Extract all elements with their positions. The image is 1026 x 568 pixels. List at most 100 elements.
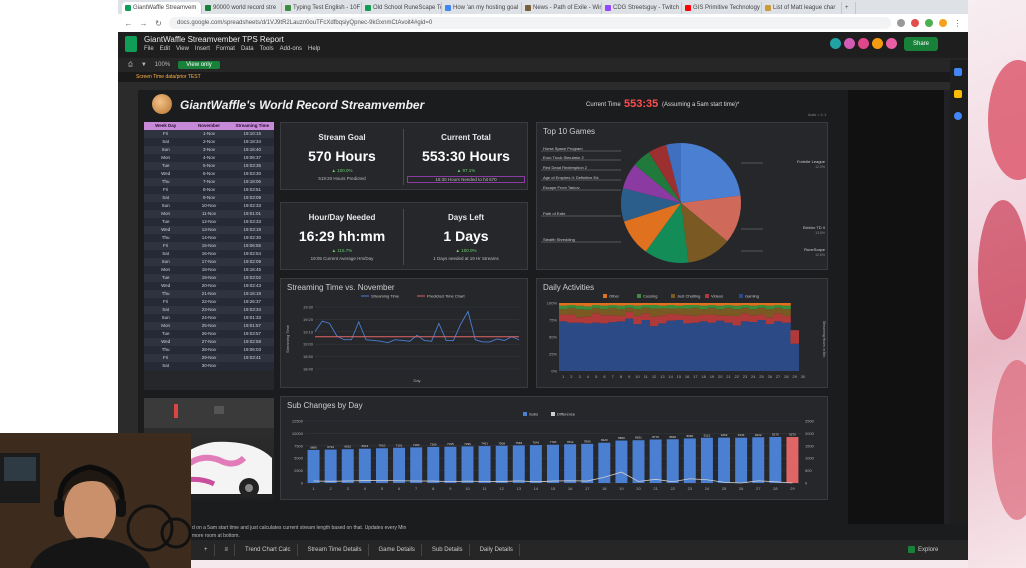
all-sheets-icon[interactable]: ≡ <box>219 544 236 556</box>
bar <box>581 443 594 483</box>
browser-tab[interactable]: How 'an my hosting goal <box>442 2 522 14</box>
sheet-tab[interactable]: Sub Details <box>426 544 470 556</box>
browser-tab[interactable]: GIS Primitive Technology <box>682 2 762 14</box>
bar <box>786 437 799 483</box>
pie-label-value: 12.6% <box>815 253 825 257</box>
filter-icon[interactable]: ▼ <box>140 62 147 68</box>
sheet-tabs: + ≡ Trend Chart Calc Stream Time Details Gam… <box>118 540 968 560</box>
print-icon[interactable]: ⎙ <box>128 61 133 68</box>
schedule-row: Wed 27-Nov 19:02:58 <box>144 338 274 346</box>
note-line-1: d on a 5am start time and just calculate… <box>192 525 407 531</box>
browser-tab-label: GIS Primitive Technology <box>693 5 760 11</box>
keep-icon[interactable] <box>954 90 962 98</box>
browser-tab[interactable]: Old School RuneScape To <box>362 2 442 14</box>
stream-goal-label: Stream Goal <box>318 133 366 142</box>
menu-item-data[interactable]: Data <box>240 46 254 52</box>
schedule-cell: 19:03:02 <box>243 275 262 280</box>
reload-icon[interactable]: ↻ <box>155 18 162 28</box>
line-chart-ytick: 18:50 <box>303 354 314 359</box>
sheets-logo-icon[interactable] <box>125 36 137 52</box>
area-chart-ytick: 25% <box>549 352 557 357</box>
area-segment <box>757 320 766 371</box>
explore-button[interactable]: Explore <box>908 546 938 553</box>
browser-tab[interactable]: News - Path of Exile - Win <box>522 2 602 14</box>
extension-icon[interactable] <box>911 19 919 27</box>
new-tab-button[interactable]: + <box>842 2 856 14</box>
area-segment <box>658 323 667 371</box>
bar-data-label: 7593 <box>515 441 522 445</box>
schedule-column-header: Streaming Time <box>235 123 270 128</box>
menu-item-tools[interactable]: Tools <box>259 46 274 52</box>
browser-tab[interactable]: 90000 world record stre <box>202 2 282 14</box>
url-input[interactable]: docs.google.com/spreadsheets/d/1VJ9tR2La… <box>169 17 891 29</box>
schedule-row: Fri 15-Nov 19:06:55 <box>144 242 274 250</box>
sheet-tab[interactable]: Daily Details <box>474 544 520 556</box>
view-only-button[interactable]: View only <box>178 61 220 69</box>
schedule-cell: 23-Nov <box>201 307 217 312</box>
collaborator-avatar[interactable] <box>872 38 883 49</box>
daily-activities-card: Daily Activities 100% 75% 50% 25% 0% 1 2 3 4 5 6 7 8… <box>536 278 828 388</box>
menu-item-file[interactable]: File <box>144 46 154 52</box>
formula-bar[interactable]: Screen Time data/prior TEST <box>118 72 968 82</box>
extension-icon[interactable] <box>897 19 905 27</box>
bar-data-label: 7812 <box>567 440 574 444</box>
browser-tab[interactable]: List of Matt league char <box>762 2 842 14</box>
pie-label: Red Dead Redemption 2 <box>543 165 588 170</box>
browser-tab[interactable]: CDG Streetsguy - Twitch <box>602 2 682 14</box>
schedule-cell: 4-Nov <box>202 155 215 160</box>
bar <box>478 446 491 483</box>
area-chart-xtick: 16 <box>685 374 690 379</box>
area-segment <box>600 305 609 310</box>
area-segment <box>782 303 791 306</box>
calendar-icon[interactable] <box>954 68 962 76</box>
menu-item-addons[interactable]: Add-ons <box>279 46 303 52</box>
browser-tab-label: How 'an my hosting goal <box>453 5 519 11</box>
bar-data-label: 7010 <box>379 444 386 448</box>
browser-menu-icon[interactable]: ⋮ <box>953 18 962 28</box>
line-chart-ytick: 19:20 <box>303 317 314 322</box>
area-segment <box>641 303 651 306</box>
area-segment <box>790 330 800 344</box>
collaborator-avatar[interactable] <box>858 38 869 49</box>
area-segment <box>716 303 725 306</box>
collaborator-avatar[interactable] <box>830 38 841 49</box>
stream-goal-sub: 519:20 Hours Predicted <box>318 176 366 181</box>
add-sheet-icon[interactable]: + <box>198 544 215 556</box>
collaborator-avatar[interactable] <box>844 38 855 49</box>
back-icon[interactable]: ← <box>124 18 133 28</box>
menu-item-edit[interactable]: Edit <box>159 46 171 52</box>
menu-item-format[interactable]: Format <box>215 46 235 52</box>
bar-chart-ytick-right: 2500 <box>805 419 815 424</box>
forward-icon[interactable]: → <box>139 18 148 28</box>
schedule-cell: 7-Nov <box>202 179 215 184</box>
tasks-icon[interactable] <box>954 112 962 120</box>
zoom-select[interactable]: 100% <box>154 62 171 68</box>
schedule-header: Week Day November Streaming Time <box>144 122 274 130</box>
line-chart-ytick: 18:40 <box>303 367 314 372</box>
share-button[interactable]: Share <box>904 37 938 51</box>
menu-item-help[interactable]: Help <box>308 46 321 52</box>
hour-day-value: 16:29 hh:mm <box>298 228 386 244</box>
document-title[interactable]: GiantWaffle Streamvember TPS Report <box>144 35 284 44</box>
collaborator-avatar[interactable] <box>886 38 897 49</box>
browser-tab[interactable]: Typing Test English - 10F <box>282 2 362 14</box>
bar <box>495 445 508 483</box>
sheet-tab[interactable]: Stream Time Details <box>302 544 369 556</box>
menu-item-view[interactable]: View <box>176 46 189 52</box>
area-segment <box>699 321 709 371</box>
area-segment <box>608 322 618 371</box>
area-chart-xtick: 5 <box>595 374 598 379</box>
stream-goal-value: 570 Hours <box>308 148 376 164</box>
bar-chart-ytick-right: 1000 <box>805 456 815 461</box>
menu-item-insert[interactable]: Insert <box>194 46 210 52</box>
explore-label: Explore <box>918 546 939 553</box>
sheet-tab[interactable]: Game Details <box>373 544 422 556</box>
bar <box>598 442 611 483</box>
sheet-tab[interactable]: Trend Chart Calc <box>239 544 298 556</box>
browser-tab[interactable]: GiantWaffle Streamvem <box>122 2 202 14</box>
schedule-cell: Sun <box>161 147 170 152</box>
tab-favicon-icon <box>285 5 291 11</box>
profile-avatar[interactable] <box>939 19 947 27</box>
schedule-cell: 17-Nov <box>201 259 217 264</box>
extension-icon[interactable] <box>925 19 933 27</box>
